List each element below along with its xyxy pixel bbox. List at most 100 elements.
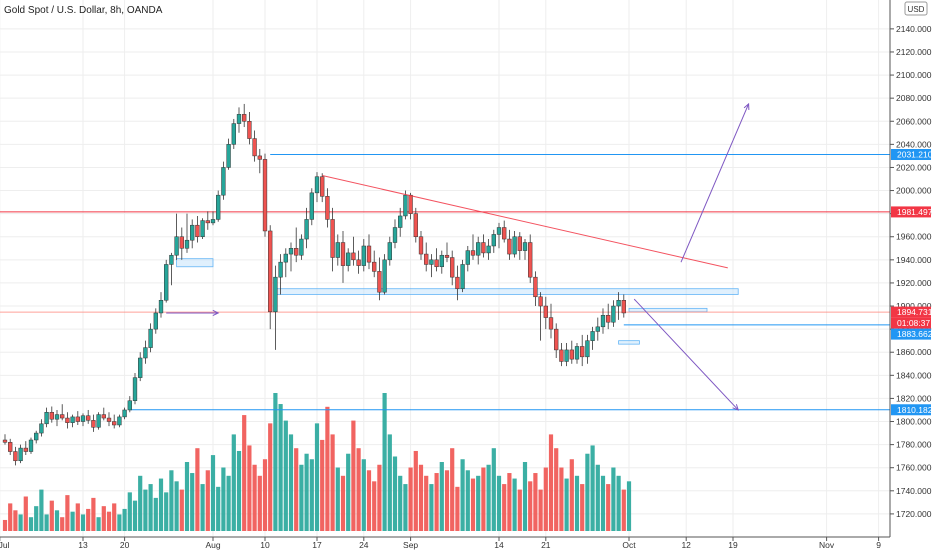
candle-body [372, 261, 377, 272]
x-tick-label: 20 [120, 540, 130, 550]
candle-body [247, 121, 252, 139]
volume-bar [585, 453, 590, 531]
volume-bar [44, 514, 49, 531]
volume-bar [54, 510, 60, 531]
price-badge-label: 1810.182 [897, 405, 932, 415]
volume-bar [444, 470, 450, 531]
volume-bar [179, 489, 184, 531]
candle-body [548, 317, 554, 330]
volume-bar [377, 464, 382, 531]
candle-body [174, 236, 179, 256]
candle-body [314, 176, 320, 194]
candle-body [273, 276, 278, 313]
volume-bar [554, 448, 559, 531]
candle-body [424, 253, 429, 265]
volume-bar [91, 497, 96, 531]
volume-bar [574, 475, 580, 531]
candle-body [117, 416, 122, 426]
volume-bar [372, 481, 377, 531]
price-badge [891, 317, 931, 329]
volume-bar [216, 486, 221, 531]
candle-body [132, 377, 138, 401]
volume-bar [190, 473, 195, 531]
volume-bar [543, 467, 548, 531]
candle-body [533, 276, 538, 298]
volume-bar [439, 462, 444, 531]
x-tick-label: 9 [876, 540, 881, 550]
grid-lines [0, 0, 890, 537]
y-tick-label: 1940.000 [896, 255, 932, 265]
candle-body [465, 250, 470, 265]
volume-bar [75, 503, 80, 531]
volume-bar [205, 470, 210, 531]
volume-bar [195, 448, 200, 531]
candle-body [361, 245, 366, 266]
candle-body [158, 300, 164, 314]
candle-body [309, 192, 314, 220]
candle-body [611, 305, 616, 323]
candle-body [262, 159, 268, 232]
volume-bar [606, 484, 611, 531]
x-tick-label: 14 [494, 540, 504, 550]
candle-body [486, 245, 491, 254]
volume-bar [294, 448, 299, 531]
candle-body [320, 176, 325, 197]
volume-bar [288, 434, 294, 531]
candle-body [590, 331, 595, 341]
candle-body [101, 414, 106, 419]
currency-box[interactable]: USD [904, 1, 928, 16]
volume-bar [200, 484, 205, 531]
candle-body [543, 305, 548, 318]
candle-body [496, 227, 502, 235]
candle-body [221, 167, 226, 196]
volume-bar [455, 486, 460, 531]
x-tick-label: Sep [403, 540, 418, 550]
candle-body [439, 254, 444, 268]
candle-body [606, 315, 611, 323]
x-tick-label: Nov [819, 540, 835, 550]
candle-body [340, 242, 346, 266]
candle-body [164, 264, 169, 301]
candle-body [507, 238, 512, 255]
volume-bar [361, 459, 366, 531]
volume-bar [491, 448, 496, 531]
x-tick-label: Jul [0, 540, 10, 550]
volume-bar [153, 497, 158, 531]
volume-bar [502, 484, 507, 531]
volume-bar [346, 453, 351, 531]
volume-bar [522, 462, 528, 531]
volume-bar [392, 456, 398, 531]
time-axis-labels: Jul 13 20 Aug 10 17 24 Sep 14 21 Oct 12 19 Nov 9 [0, 537, 881, 550]
y-tick-label: 2080.000 [896, 93, 932, 103]
candle-body [8, 442, 13, 452]
candle-body [304, 219, 309, 240]
volume-bar [616, 475, 621, 531]
price-axis[interactable] [889, 0, 932, 550]
trend-line [322, 175, 728, 269]
volume-bar [309, 459, 314, 531]
price-badge-label: 1883.662 [897, 329, 932, 339]
candle-body [512, 236, 517, 255]
price-badge [891, 306, 931, 318]
volume-bar [247, 445, 252, 531]
volume-bar [434, 473, 439, 531]
volume-bar [226, 475, 231, 531]
y-tick-label: 1760.000 [896, 463, 932, 473]
candle-body [330, 219, 335, 258]
volume-bar [80, 514, 86, 531]
candle-body [210, 219, 216, 224]
candle-body [91, 420, 96, 428]
candle-body [268, 230, 273, 313]
candle-body [491, 234, 496, 247]
volume-bar [382, 393, 387, 531]
volume-bar [418, 464, 424, 531]
candle-body [434, 259, 439, 268]
candle-body [356, 259, 361, 266]
candle-body [585, 340, 590, 358]
candle-body [200, 220, 205, 237]
volume-bar [403, 484, 408, 531]
candle-body [481, 242, 486, 254]
candle-body [392, 227, 398, 243]
volume-bar [65, 495, 70, 531]
